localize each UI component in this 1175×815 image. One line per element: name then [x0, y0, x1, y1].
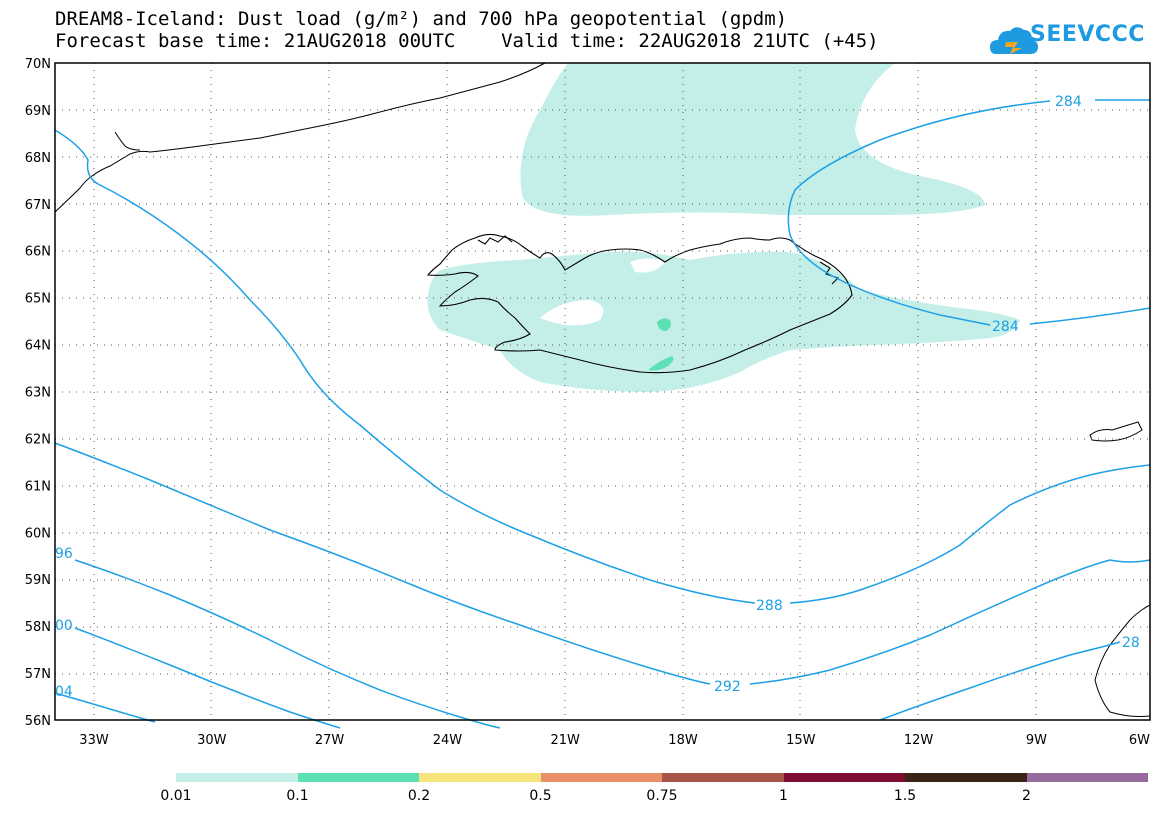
contour-label-292: 292 — [714, 679, 741, 695]
lat-label-58N: 58N — [25, 620, 51, 635]
lon-label-6W: 6W — [1129, 733, 1150, 748]
lat-label-64N: 64N — [25, 339, 51, 354]
lat-label-60N: 60N — [25, 526, 51, 541]
colorbar-segment — [783, 773, 905, 782]
lat-label-57N: 57N — [25, 667, 51, 682]
colorbar-label: 0.5 — [529, 788, 552, 804]
lon-label-33W: 33W — [79, 733, 109, 748]
lon-label-18W: 18W — [668, 733, 698, 748]
map-subtitle: Forecast base time: 21AUG2018 00UTC Vali… — [55, 30, 879, 52]
colorbar-segment — [540, 773, 662, 782]
colorbar-segment — [176, 773, 298, 782]
lat-label-69N: 69N — [25, 104, 51, 119]
cloud-icon — [990, 27, 1038, 54]
lat-label-59N: 59N — [25, 573, 51, 588]
contour-label-284-east: 284 — [992, 319, 1019, 335]
colorbar-label: 0.2 — [407, 788, 431, 804]
lon-label-9W: 9W — [1026, 733, 1047, 748]
colorbar-label: 0.1 — [286, 788, 309, 804]
colorbar-label: 0.01 — [160, 788, 192, 804]
colorbar-segment — [662, 773, 784, 782]
lat-label-68N: 68N — [25, 151, 51, 166]
lon-label-15W: 15W — [786, 733, 816, 748]
colorbar-segment — [297, 773, 419, 782]
colorbar-segment — [905, 773, 1027, 782]
map-title: DREAM8-Iceland: Dust load (g/m²) and 700… — [55, 8, 788, 30]
colorbar — [176, 773, 1148, 782]
lon-label-27W: 27W — [315, 733, 345, 748]
lat-labels: 70N 69N 68N 67N 66N 65N 64N 63N 62N 61N 60N 59N 58N 5… — [25, 57, 51, 729]
lon-label-24W: 24W — [433, 733, 463, 748]
coastline — [426, 233, 853, 374]
lat-label-56N: 56N — [25, 714, 51, 729]
contour-label-96: 96 — [55, 546, 73, 562]
lat-label-70N: 70N — [25, 57, 51, 72]
scotland-coast — [1089, 421, 1151, 717]
colorbar-label: 2 — [1022, 788, 1031, 804]
lat-label-65N: 65N — [25, 292, 51, 307]
lon-label-21W: 21W — [550, 733, 580, 748]
lat-label-63N: 63N — [25, 386, 51, 401]
logo-text: SEEVCCC — [1030, 22, 1145, 47]
dust-shading — [427, 63, 1020, 392]
colorbar-label: 1.5 — [893, 788, 917, 804]
colorbar-label: 0.75 — [646, 788, 678, 804]
lon-label-12W: 12W — [904, 733, 934, 748]
contour-label-288: 288 — [756, 598, 783, 614]
lon-label-30W: 30W — [197, 733, 227, 748]
contour-label-04: 04 — [55, 684, 73, 700]
colorbar-segment — [1026, 773, 1148, 782]
contour-label-28: 28 — [1122, 635, 1140, 651]
lat-label-61N: 61N — [25, 479, 51, 494]
lat-label-66N: 66N — [25, 245, 51, 260]
greenland-coast — [54, 62, 546, 213]
contour-labels: 284 284 288 292 96 00 04 28 — [55, 94, 1140, 700]
colorbar-segment — [419, 773, 541, 782]
colorbar-label: 1 — [779, 788, 788, 804]
lat-label-67N: 67N — [25, 198, 51, 213]
map-frame — [54, 62, 1151, 721]
contour-label-00: 00 — [55, 618, 73, 634]
lat-label-62N: 62N — [25, 432, 51, 447]
contour-label-284-north: 284 — [1055, 94, 1082, 110]
lon-labels: 33W 30W 27W 24W 21W 18W 15W 12W 9W 6W — [79, 733, 1150, 748]
grid — [55, 63, 1150, 720]
